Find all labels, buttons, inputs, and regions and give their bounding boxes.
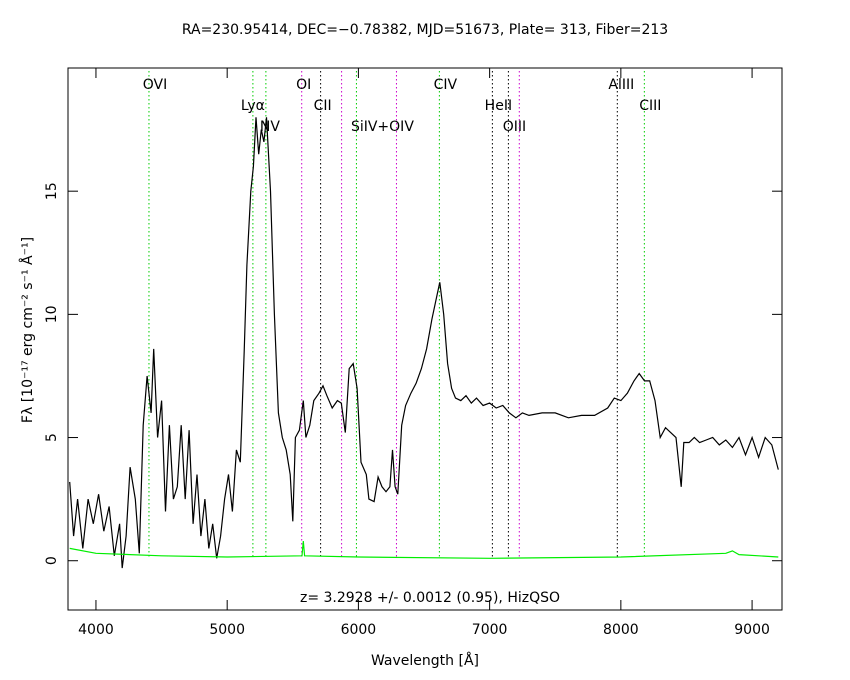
y-tick-label: 5 [44, 433, 60, 442]
y-tick-label: 0 [44, 556, 60, 565]
y-axis-label: Fλ [10⁻¹⁷ erg cm⁻² s⁻¹ Å⁻¹] [19, 237, 36, 423]
spectral-line-label: Lyα [241, 98, 265, 114]
x-tick-label: 5000 [209, 622, 245, 638]
spectrum-line [69, 540, 779, 559]
spectral-line-label: HeII [485, 98, 512, 114]
spectral-line-label: AlIII [608, 77, 634, 93]
plot-frame [67, 67, 783, 611]
y-tick-label: 10 [44, 305, 60, 323]
x-tick-label: 6000 [341, 622, 377, 638]
spectral-line-label: SiIV+OIV [351, 119, 414, 135]
spectral-line-label: OI [296, 77, 311, 93]
chart-title: RA=230.95414, DEC=−0.78382, MJD=51673, P… [182, 22, 668, 38]
annotation: z= 3.2928 +/- 0.0012 (0.95), HizQSO [300, 590, 560, 606]
spectral-line-label: OVI [143, 77, 167, 93]
spectral-line-label: CIII [639, 98, 661, 114]
x-tick-label: 9000 [734, 622, 770, 638]
spectral-line-label: NV [260, 119, 280, 135]
x-tick-label: 8000 [603, 622, 639, 638]
x-tick-label: 4000 [78, 622, 114, 638]
spectral-line-label: CIV [434, 77, 458, 93]
x-tick-label: 7000 [472, 622, 508, 638]
spectral-line-label: OIII [503, 119, 526, 135]
x-axis-label: Wavelength [Å] [371, 652, 479, 669]
y-tick-label: 15 [44, 182, 60, 200]
spectrum-line [69, 117, 779, 569]
spectral-line-label: CII [314, 98, 332, 114]
